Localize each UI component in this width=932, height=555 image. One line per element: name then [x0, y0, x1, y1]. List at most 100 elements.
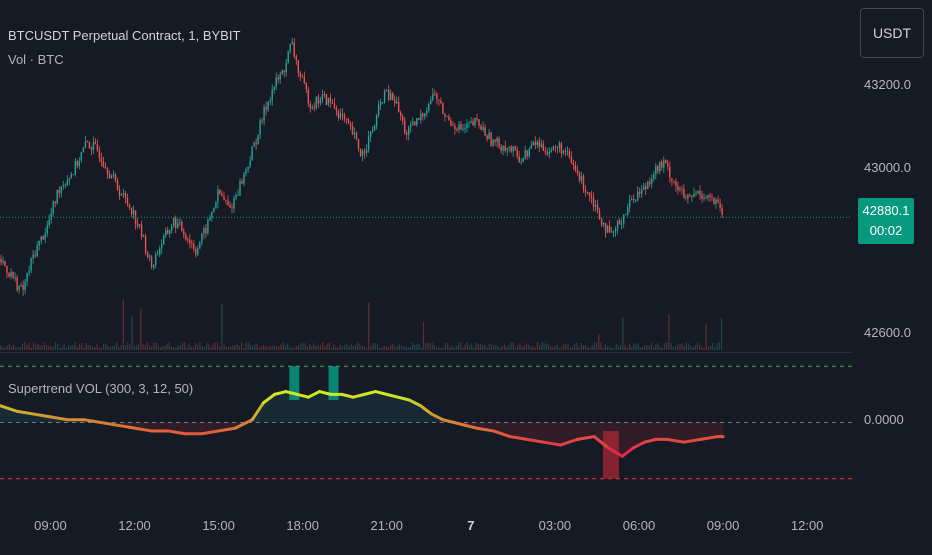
- volume-bar: [486, 347, 488, 350]
- supertrend-line-segment: [273, 390, 288, 396]
- candle-body: [335, 107, 338, 111]
- volume-bar: [4, 347, 6, 350]
- candle-body: [482, 127, 484, 130]
- volume-bar: [392, 343, 394, 350]
- volume-bar: [317, 345, 319, 350]
- candle-body: [418, 118, 420, 120]
- volume-bar: [337, 347, 339, 350]
- candle-body: [50, 213, 52, 220]
- candle-body: [6, 266, 8, 273]
- candle-body: [130, 207, 133, 215]
- volume-bar: [26, 344, 28, 350]
- candle-body: [687, 195, 689, 199]
- volume-bar: [659, 347, 661, 350]
- volume-bar: [556, 344, 558, 350]
- volume-bar: [315, 345, 317, 350]
- candle-body: [667, 162, 669, 167]
- candle-body: [546, 152, 548, 155]
- candle-body: [175, 217, 177, 228]
- candle-body: [631, 199, 633, 200]
- volume-bar: [144, 344, 146, 350]
- volume-bar: [653, 347, 655, 350]
- volume-bar: [330, 347, 333, 350]
- candle-body: [159, 248, 161, 255]
- candle-body: [707, 195, 709, 198]
- candle-body: [623, 214, 625, 224]
- volume-bar: [175, 347, 177, 350]
- candle-body: [500, 146, 502, 151]
- candle-body: [106, 168, 109, 174]
- candle-body: [404, 120, 406, 134]
- currency-button[interactable]: USDT: [860, 8, 924, 58]
- candle-body: [478, 119, 480, 126]
- candle-body: [659, 161, 661, 172]
- candle-body: [48, 219, 50, 226]
- volume-bar: [282, 342, 284, 350]
- volume-bar: [495, 344, 497, 350]
- volume-bar: [223, 344, 225, 350]
- volume-bar: [328, 343, 330, 350]
- volume-bar: [626, 347, 628, 350]
- candle-body: [60, 186, 62, 193]
- indicator-fill: [364, 391, 376, 423]
- volume-bar: [131, 315, 133, 350]
- candle-body: [651, 178, 653, 184]
- candle-body: [693, 193, 695, 197]
- volume-bar: [269, 346, 271, 350]
- time-tick-label: 12:00: [790, 518, 824, 533]
- candle-body: [532, 142, 534, 146]
- pane-separator[interactable]: [0, 352, 852, 353]
- volume-bar: [510, 342, 512, 350]
- volume-bar: [107, 345, 109, 350]
- volume-bar: [379, 347, 381, 350]
- volume-bar: [280, 344, 282, 350]
- indicator-fill: [297, 394, 309, 423]
- candle-body: [381, 102, 384, 103]
- supertrend-line-segment: [351, 392, 366, 399]
- candle-body: [379, 102, 382, 105]
- candle-body: [193, 243, 195, 250]
- volume-bar: [221, 303, 223, 350]
- last-price-tag: 42880.1 00:02: [858, 198, 914, 244]
- supertrend-line-segment: [418, 404, 434, 416]
- candle-body: [22, 285, 24, 290]
- candle-body: [538, 141, 540, 147]
- candle-body: [661, 161, 663, 168]
- candle-body: [388, 89, 390, 100]
- candle-body: [138, 224, 141, 227]
- candle-body: [606, 225, 609, 233]
- candle-body: [163, 235, 165, 245]
- candle-body: [144, 236, 147, 253]
- candle-body: [596, 204, 599, 211]
- volume-bar: [473, 347, 475, 350]
- volume-bar: [484, 344, 486, 350]
- candle-body: [705, 197, 707, 199]
- volume-bar: [352, 346, 354, 350]
- volume-bar: [300, 343, 302, 350]
- candle-body: [426, 110, 428, 114]
- indicator-fill: [633, 422, 645, 448]
- volume-bar: [642, 346, 644, 350]
- candle-body: [211, 211, 213, 218]
- volume-bar: [164, 346, 166, 350]
- candle-body: [673, 181, 675, 182]
- candle-body: [355, 132, 358, 140]
- volume-bar: [0, 345, 2, 350]
- candle-body: [582, 176, 585, 190]
- supertrend-line-segment: [575, 435, 596, 441]
- candle-body: [402, 116, 404, 121]
- candle-body: [191, 243, 193, 244]
- supertrend-line-segment: [133, 426, 153, 433]
- volume-bar: [418, 343, 420, 350]
- candle-body: [512, 146, 514, 152]
- indicator-legend[interactable]: Supertrend VOL (300, 3, 12, 50): [8, 381, 194, 396]
- candle-body: [237, 195, 239, 196]
- volume-bar: [442, 347, 444, 350]
- candle-body: [400, 112, 402, 117]
- candle-body: [542, 143, 544, 151]
- volume-bar: [153, 342, 155, 350]
- candle-body: [155, 254, 157, 265]
- volume-bar: [455, 345, 457, 350]
- volume-bar: [52, 346, 54, 350]
- candle-body: [544, 151, 546, 153]
